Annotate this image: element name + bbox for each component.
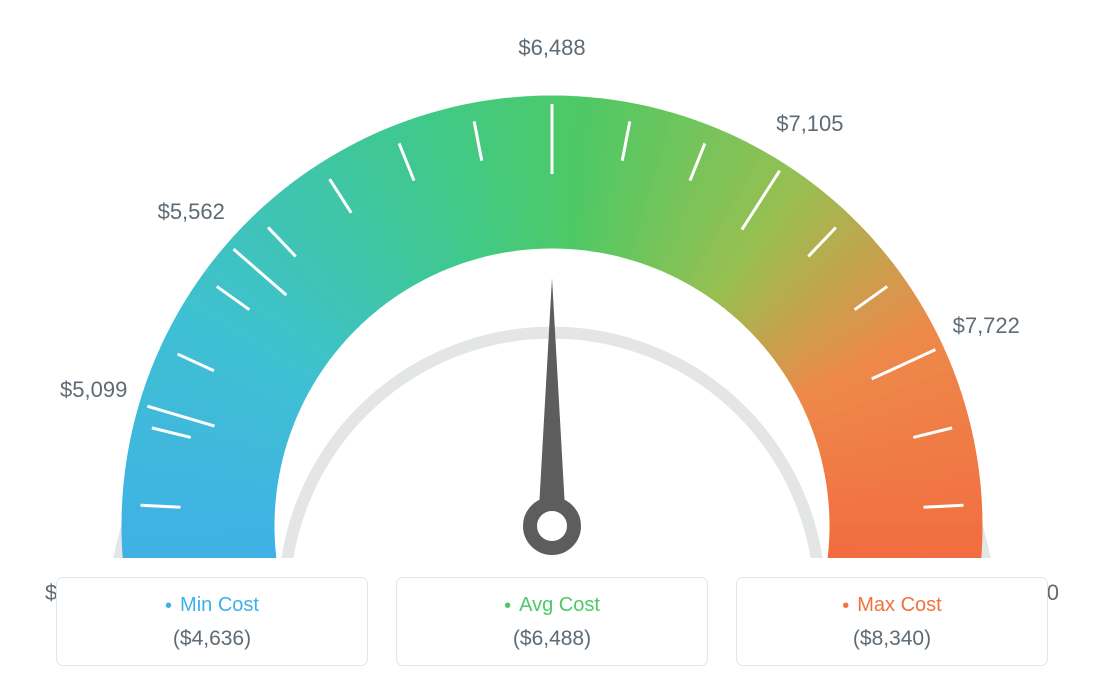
gauge-tick-label: $7,722 [953, 313, 1020, 339]
gauge-chart: $4,636$5,099$5,562$6,488$7,105$7,722$8,3… [42, 28, 1062, 558]
gauge-needle [538, 278, 566, 526]
legend-dot-avg: • [504, 596, 511, 616]
gauge-tick-minor [141, 505, 181, 507]
legend-dot-min: • [165, 596, 172, 616]
gauge-tick-label: $5,562 [158, 199, 225, 225]
gauge-svg [42, 28, 1062, 558]
legend-label-min: Min Cost [180, 594, 259, 617]
legend-value-min: ($4,636) [67, 627, 357, 651]
legend-card-avg: • Avg Cost ($6,488) [396, 577, 708, 666]
legend-row: • Min Cost ($4,636) • Avg Cost ($6,488) … [42, 577, 1062, 666]
legend-title-max: • Max Cost [842, 594, 941, 617]
legend-card-min: • Min Cost ($4,636) [56, 577, 368, 666]
legend-label-max: Max Cost [857, 594, 941, 617]
legend-label-avg: Avg Cost [519, 594, 600, 617]
legend-title-min: • Min Cost [165, 594, 259, 617]
gauge-tick-label: $7,105 [776, 111, 843, 137]
legend-value-max: ($8,340) [747, 627, 1037, 651]
legend-title-avg: • Avg Cost [504, 594, 600, 617]
gauge-tick-minor [924, 505, 964, 507]
legend-dot-max: • [842, 596, 849, 616]
gauge-tick-label: $5,099 [60, 377, 127, 403]
legend-card-max: • Max Cost ($8,340) [736, 577, 1048, 666]
gauge-hub [530, 504, 574, 548]
legend-value-avg: ($6,488) [407, 627, 697, 651]
gauge-tick-label: $6,488 [518, 35, 585, 61]
